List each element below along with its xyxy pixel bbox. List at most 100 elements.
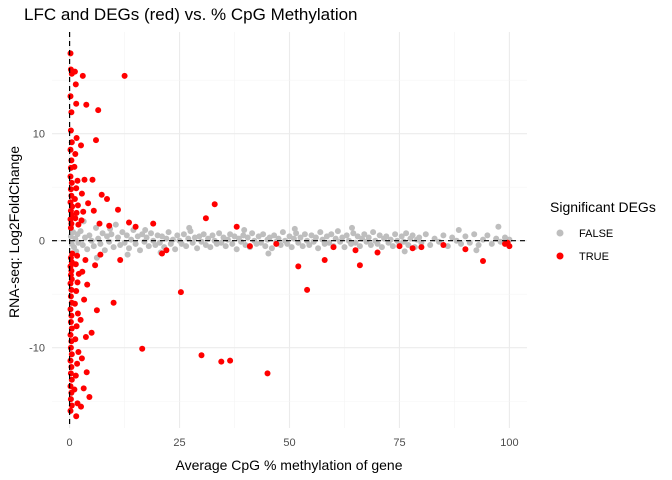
data-point: [71, 196, 78, 202]
data-point: [440, 242, 447, 248]
data-point: [84, 246, 91, 253]
data-point: [352, 239, 359, 246]
data-point: [71, 300, 78, 307]
data-point: [71, 68, 78, 75]
data-point: [301, 231, 308, 238]
data-point: [67, 173, 74, 180]
data-point: [67, 407, 74, 414]
y-tick-label: 10: [33, 129, 45, 141]
data-point: [480, 258, 486, 264]
legend-label-true: TRUE: [579, 251, 609, 263]
data-point: [97, 251, 104, 258]
data-point: [96, 220, 103, 227]
data-point: [458, 240, 464, 247]
data-point: [73, 209, 80, 216]
data-point: [90, 207, 97, 214]
data-point: [211, 201, 218, 208]
data-point: [332, 235, 339, 242]
data-point: [493, 235, 500, 242]
data-point: [74, 177, 81, 184]
data-point: [396, 243, 403, 250]
data-point: [123, 232, 130, 239]
data-point: [67, 396, 74, 403]
data-point: [383, 233, 390, 240]
data-point: [321, 257, 328, 263]
data-point: [110, 299, 117, 306]
data-point: [142, 227, 149, 233]
data-point: [110, 244, 117, 251]
data-point: [198, 352, 205, 359]
data-point: [67, 93, 74, 100]
data-point: [67, 331, 74, 338]
reference-lines: [52, 32, 527, 428]
x-tick-label: 0: [67, 437, 73, 449]
data-point: [79, 242, 86, 248]
data-point: [315, 245, 322, 252]
data-point: [260, 231, 267, 238]
data-point: [209, 232, 216, 239]
data-point: [150, 220, 157, 227]
data-point: [82, 334, 89, 340]
data-point: [279, 229, 286, 236]
y-tick-label: 0: [39, 236, 45, 248]
data-point: [455, 227, 462, 233]
data-point: [84, 281, 91, 288]
data-point: [389, 243, 396, 250]
data-point: [462, 246, 469, 253]
data-point: [108, 231, 115, 238]
data-point: [112, 221, 119, 228]
data-point: [387, 236, 394, 243]
data-point: [473, 247, 480, 254]
data-point: [403, 230, 410, 237]
data-point: [334, 228, 341, 235]
data-point: [72, 372, 79, 379]
data-point: [361, 231, 368, 238]
data-point: [78, 190, 85, 197]
data-point: [93, 307, 100, 314]
data-point: [165, 229, 172, 236]
data-point: [409, 232, 416, 239]
data-point: [98, 191, 105, 198]
data-point: [295, 263, 302, 270]
data-point: [73, 288, 80, 294]
data-point: [86, 232, 93, 239]
data-point: [83, 369, 90, 376]
data-point: [291, 225, 298, 232]
data-point: [180, 231, 187, 238]
axis-ticks: 0 25 50 75 100 -10 0 10: [29, 129, 518, 449]
data-point: [95, 107, 102, 114]
data-point: [356, 243, 363, 250]
data-point: [275, 235, 282, 242]
data-point: [74, 202, 81, 209]
data-point: [71, 386, 78, 393]
data-point: [328, 231, 335, 238]
data-point: [233, 223, 240, 230]
data-point: [244, 234, 251, 241]
data-point: [183, 243, 190, 250]
data-point: [67, 186, 74, 193]
data-point: [89, 176, 96, 183]
data-point: [132, 223, 139, 230]
data-point: [67, 146, 74, 153]
data-point: [484, 232, 491, 239]
data-point: [115, 234, 121, 241]
data-point: [93, 224, 99, 231]
data-point: [145, 243, 152, 250]
data-point: [378, 244, 385, 251]
data-point: [205, 235, 212, 242]
data-point: [67, 357, 74, 364]
data-point: [268, 245, 275, 252]
data-point: [93, 137, 99, 144]
data-point: [405, 242, 412, 248]
data-point: [78, 403, 84, 410]
data-point: [222, 243, 229, 250]
data-point: [288, 244, 295, 251]
data-point: [97, 240, 104, 247]
data-point: [106, 222, 113, 229]
data-point: [67, 127, 74, 134]
data-point: [376, 232, 383, 239]
data-point: [88, 329, 95, 336]
data-point: [74, 310, 81, 317]
x-tick-label: 50: [283, 437, 295, 449]
x-tick-label: 25: [173, 437, 185, 449]
